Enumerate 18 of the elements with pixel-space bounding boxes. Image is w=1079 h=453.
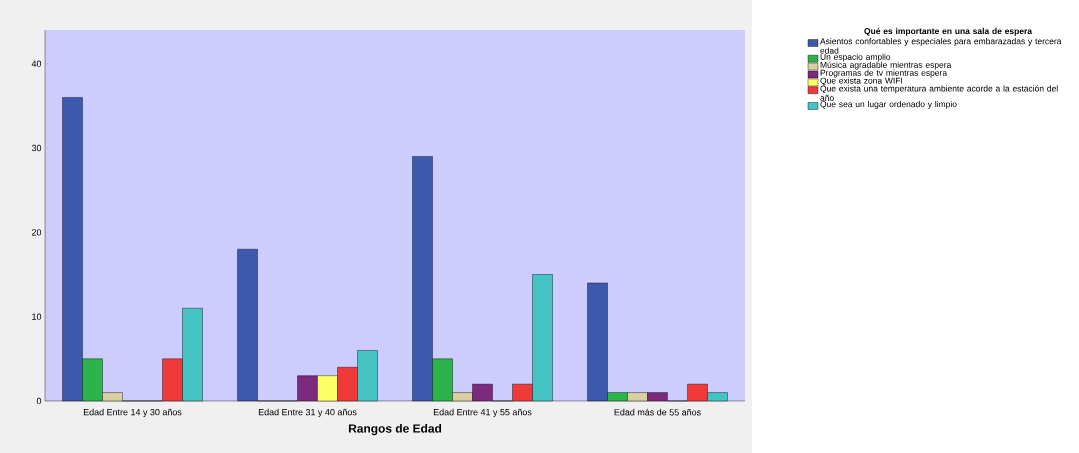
legend-label: Asientos confortables y especiales para embarazadas y tercera edad (820, 37, 1062, 54)
x-axis-title: Rangos de Edad (348, 423, 442, 436)
x-tick-label: Edad más de 55 años (614, 408, 701, 416)
y-tick-label: 10 (32, 313, 42, 320)
legend-label: Un espacio amplio (820, 53, 891, 62)
y-tick-label: 30 (31, 144, 42, 152)
legend-label: Que sea un lugar ordenado y limpio (820, 100, 957, 109)
y-tick-label: 40 (31, 60, 42, 67)
legend-label: Que exista una temperatura ambiente acorde a la estación del año (820, 85, 1058, 101)
x-tick-label: Edad Entre 14 y 30 años (83, 408, 182, 418)
legend-label: Que exista zona WIFI (820, 77, 903, 86)
legend-label: Música agradable mientras espera (820, 61, 952, 70)
x-tick-label: Edad Entre 31 y 40 años (258, 408, 357, 418)
y-tick-label: 20 (31, 229, 42, 236)
legend-label: Programas de tv mientras espera (820, 69, 948, 78)
y-tick-label: 0 (36, 397, 42, 405)
x-tick-label: Edad Entre 41 y 55 años (433, 408, 532, 418)
legend-title: Qué es importante en una sala de espera (864, 27, 1033, 36)
